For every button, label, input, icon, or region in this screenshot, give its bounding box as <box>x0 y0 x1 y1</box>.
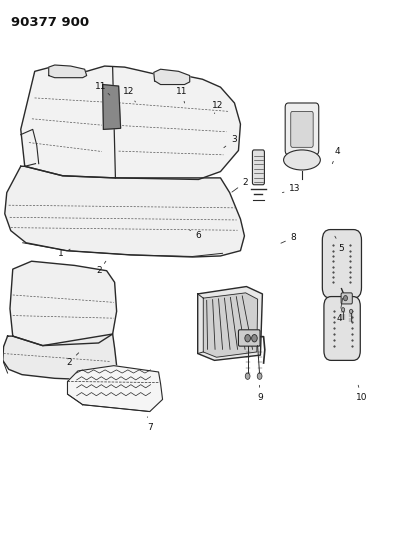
Text: 5: 5 <box>335 236 344 253</box>
Text: 10: 10 <box>356 385 367 402</box>
FancyBboxPatch shape <box>322 230 362 298</box>
Polygon shape <box>68 366 162 411</box>
Polygon shape <box>203 293 258 357</box>
Polygon shape <box>198 287 262 360</box>
Polygon shape <box>102 85 121 130</box>
FancyBboxPatch shape <box>239 330 260 346</box>
Text: 90377 900: 90377 900 <box>11 16 89 29</box>
Text: 6: 6 <box>190 230 201 240</box>
Text: 13: 13 <box>282 184 301 193</box>
Text: 2: 2 <box>232 177 248 192</box>
Text: 2: 2 <box>97 261 106 275</box>
Text: 11: 11 <box>95 82 110 95</box>
Text: 4: 4 <box>333 147 340 164</box>
Circle shape <box>343 295 347 301</box>
Polygon shape <box>10 261 117 345</box>
Text: 3: 3 <box>224 135 237 148</box>
Polygon shape <box>21 66 241 180</box>
Polygon shape <box>5 166 245 257</box>
Circle shape <box>245 335 250 342</box>
Text: 9: 9 <box>258 385 263 402</box>
Polygon shape <box>3 334 117 380</box>
FancyBboxPatch shape <box>252 150 264 185</box>
Ellipse shape <box>284 150 320 170</box>
Polygon shape <box>49 65 87 78</box>
Circle shape <box>341 308 345 312</box>
Polygon shape <box>154 69 190 85</box>
FancyBboxPatch shape <box>324 296 360 360</box>
Circle shape <box>350 309 353 313</box>
Text: 11: 11 <box>176 87 188 103</box>
Circle shape <box>252 335 257 342</box>
Text: 12: 12 <box>123 87 135 102</box>
FancyBboxPatch shape <box>291 111 313 147</box>
Text: 4: 4 <box>336 298 343 322</box>
Text: 1: 1 <box>58 249 70 258</box>
Text: 12: 12 <box>212 101 224 114</box>
FancyBboxPatch shape <box>341 293 352 304</box>
Text: 8: 8 <box>281 233 296 243</box>
Circle shape <box>257 373 262 379</box>
FancyBboxPatch shape <box>285 103 319 155</box>
Text: 7: 7 <box>147 417 153 432</box>
Circle shape <box>245 373 250 379</box>
Text: 2: 2 <box>66 353 79 367</box>
